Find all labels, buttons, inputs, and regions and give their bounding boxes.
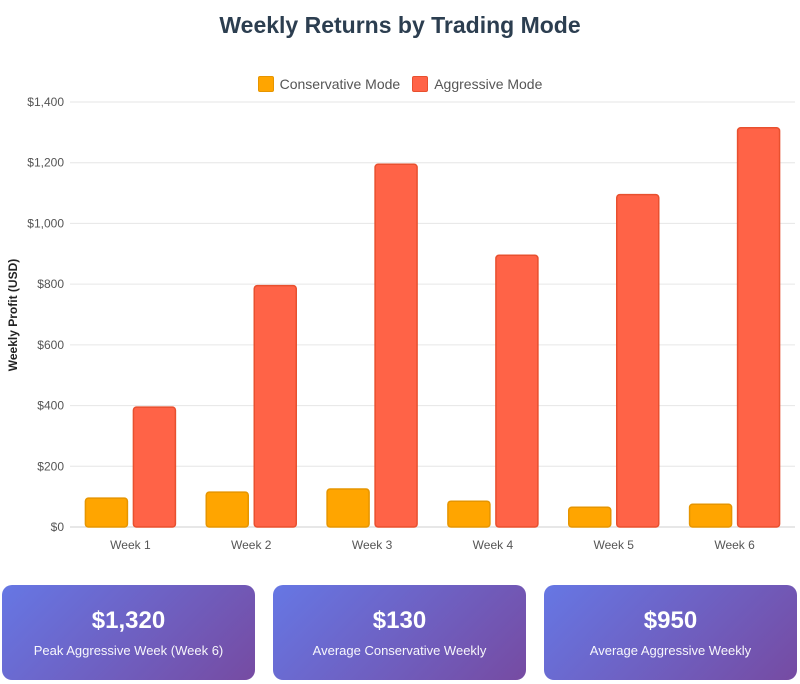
bar-aggressive[interactable] — [374, 163, 418, 528]
stat-card-peak: $1,320 Peak Aggressive Week (Week 6) — [2, 585, 255, 680]
bar-aggressive[interactable] — [495, 254, 539, 528]
stat-label: Peak Aggressive Week (Week 6) — [33, 643, 224, 658]
stat-value: $130 — [372, 607, 427, 634]
legend-item-conservative[interactable]: Conservative Mode — [257, 76, 401, 92]
bar-aggressive[interactable] — [736, 127, 781, 528]
legend-item-aggressive[interactable]: Aggressive Mode — [412, 76, 542, 92]
legend-swatch-conservative — [257, 76, 274, 92]
legend-label-conservative: Conservative Mode — [279, 76, 401, 92]
x-tick-label: Week 1 — [110, 538, 151, 552]
stat-value: $1,320 — [91, 607, 166, 634]
stat-card-avg-aggressive: $950 Average Aggressive Weekly — [544, 585, 797, 680]
grid-lines — [70, 101, 795, 528]
y-tick-label: $1,200 — [27, 156, 64, 170]
y-tick-label: $1,000 — [27, 216, 64, 230]
y-axis: $0 $200 $400 $600 $800 $1,000 $1,200 $1,400 — [27, 95, 64, 534]
y-axis-label: Weekly Profit (USD) — [6, 259, 20, 371]
y-tick-label: $600 — [37, 338, 64, 352]
bar-chart: $0 $200 $400 $600 $800 $1,000 $1,200 $1,400 Wee… — [6, 95, 795, 552]
stat-label: Average Aggressive Weekly — [589, 643, 752, 658]
y-tick-label: $1,400 — [27, 95, 64, 109]
y-tick-label: $200 — [37, 459, 64, 473]
legend-label-aggressive: Aggressive Mode — [434, 76, 543, 92]
x-tick-label: Week 6 — [714, 538, 755, 552]
bar-aggressive[interactable] — [616, 193, 660, 528]
bar-conservative[interactable] — [326, 488, 370, 528]
y-tick-label: $0 — [51, 520, 65, 534]
stat-value: $950 — [643, 607, 698, 634]
bar-aggressive[interactable] — [253, 284, 297, 528]
y-tick-label: $400 — [37, 399, 64, 413]
x-tick-label: Week 4 — [473, 538, 514, 552]
chart-title: Weekly Returns by Trading Mode — [219, 12, 581, 38]
x-tick-label: Week 3 — [352, 538, 393, 552]
x-tick-label: Week 2 — [231, 538, 272, 552]
x-tick-label: Week 5 — [594, 538, 635, 552]
bar-conservative[interactable] — [688, 503, 733, 528]
bars — [84, 127, 781, 528]
y-tick-label: $800 — [37, 277, 64, 291]
stat-label: Average Conservative Weekly — [312, 643, 487, 658]
bar-aggressive[interactable] — [132, 406, 177, 528]
stat-card-avg-conservative: $130 Average Conservative Weekly — [273, 585, 526, 680]
bar-conservative[interactable] — [568, 506, 612, 528]
chart-legend: Conservative Mode Aggressive Mode — [0, 76, 800, 92]
bar-conservative[interactable] — [447, 500, 491, 528]
legend-swatch-aggressive — [412, 76, 429, 92]
x-axis: Week 1 Week 2 Week 3 Week 4 Week 5 Week 6 — [110, 538, 755, 552]
summary-cards: $1,320 Peak Aggressive Week (Week 6) $13… — [0, 585, 800, 680]
bar-conservative[interactable] — [84, 497, 129, 528]
bar-conservative[interactable] — [205, 491, 249, 528]
